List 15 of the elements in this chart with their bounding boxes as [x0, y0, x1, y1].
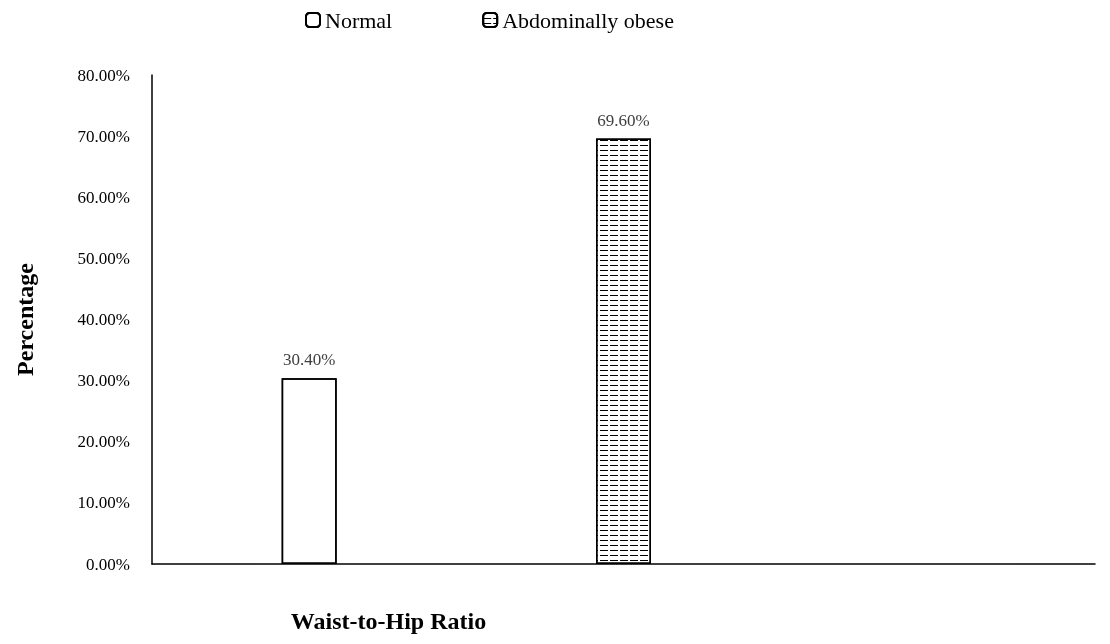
y-tick-label: 10.00%	[77, 493, 130, 513]
y-tick-label: 80.00%	[77, 65, 130, 85]
legend-label: Normal	[325, 7, 393, 33]
data-label: 30.40%	[282, 350, 336, 370]
y-tick-label: 30.00%	[77, 371, 130, 391]
legend-label: Abdominally obese	[502, 7, 674, 33]
y-tick-label: 20.00%	[77, 432, 130, 452]
y-axis-title: Percentage	[12, 262, 38, 376]
y-tick-label: 50.00%	[77, 248, 130, 268]
x-axis-title: Waist-to-Hip Ratio	[290, 608, 487, 634]
data-label: 69.60%	[597, 110, 650, 130]
y-tick-label: 0.00%	[86, 554, 130, 574]
y-tick-label: 40.00%	[77, 310, 130, 329]
y-tick-label: 70.00%	[77, 126, 130, 146]
y-tick-label: 60.00%	[77, 187, 130, 207]
